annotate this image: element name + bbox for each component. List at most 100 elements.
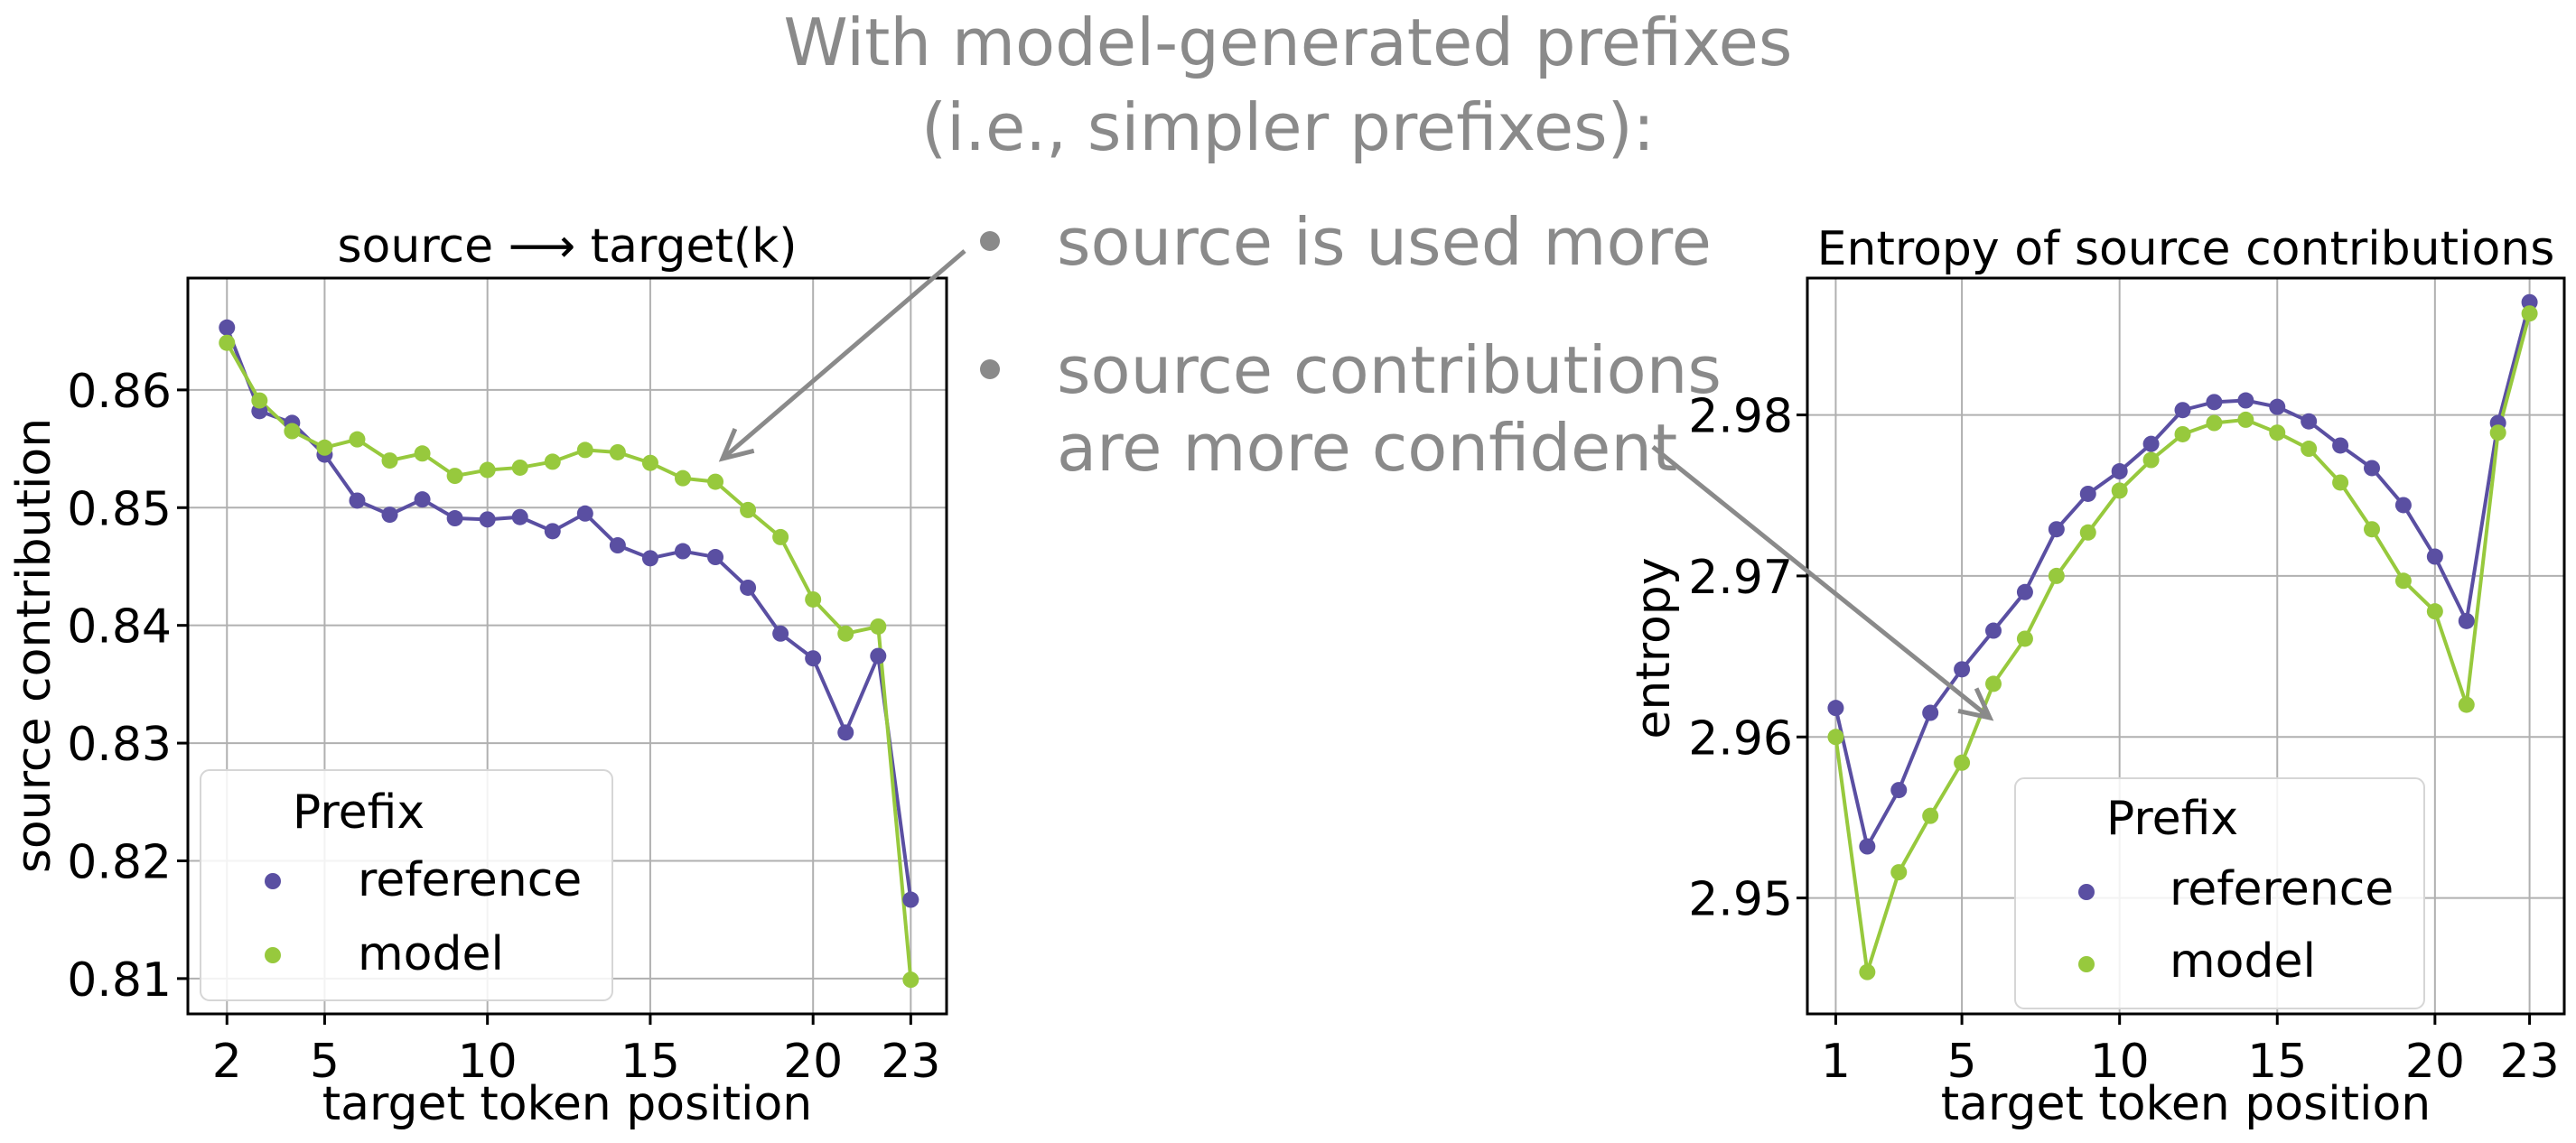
y-tick-label: 2.95: [1688, 873, 1793, 927]
data-point-reference: [219, 319, 236, 336]
data-point-model: [2174, 425, 2191, 442]
data-point-model: [2269, 424, 2286, 441]
data-point-model: [349, 431, 366, 448]
x-tick-label: 15: [621, 1035, 680, 1089]
data-point-reference: [2394, 497, 2412, 514]
data-point-reference: [805, 650, 822, 667]
data-point-model: [2301, 441, 2318, 458]
data-point-reference: [772, 625, 789, 642]
data-point-reference: [2048, 521, 2065, 538]
x-tick-label: 20: [783, 1035, 843, 1089]
y-axis-label: entropy: [1627, 557, 1681, 739]
data-point-model: [2364, 521, 2381, 538]
data-point-model: [2079, 524, 2096, 541]
data-point-model: [2206, 414, 2223, 432]
annotation-arrows: [718, 249, 1994, 721]
legend-marker-reference: [2078, 884, 2095, 900]
data-point-reference: [576, 505, 593, 522]
data-point-reference: [1859, 838, 1876, 855]
data-point-model: [479, 461, 496, 479]
x-tick-label: 15: [2247, 1035, 2307, 1089]
heading-line-2: (i.e., simpler prefixes):: [920, 89, 1655, 165]
x-axis-label: target token position: [322, 1077, 813, 1131]
data-point-reference: [609, 537, 626, 554]
x-tick-label: 23: [2500, 1035, 2560, 1089]
y-tick-label: 2.97: [1688, 551, 1793, 605]
data-point-reference: [1827, 700, 1844, 717]
data-point-reference: [2174, 402, 2191, 419]
data-point-reference: [837, 724, 854, 741]
data-point-model: [2111, 482, 2128, 499]
data-point-reference: [674, 543, 691, 560]
y-tick-label: 2.98: [1688, 390, 1793, 444]
data-point-reference: [349, 492, 366, 509]
data-point-model: [251, 392, 268, 409]
data-point-model: [2237, 411, 2254, 428]
data-point-model: [284, 423, 301, 440]
data-point-reference: [2426, 548, 2443, 565]
chart-source-contribution: 2 5 10 15 20 230.810.820.830.840.850.86source…: [7, 219, 948, 1131]
data-point-model: [1859, 963, 1876, 980]
data-point-model: [902, 971, 919, 989]
y-tick-label: 0.83: [67, 718, 172, 772]
arrow-to-source-chart: [718, 249, 966, 462]
data-point-model: [870, 618, 887, 635]
data-point-model: [2426, 603, 2443, 620]
x-tick-label: 10: [2090, 1035, 2150, 1089]
legend: Prefix reference model: [200, 769, 613, 1001]
x-tick-label: 23: [881, 1035, 940, 1089]
data-point-model: [446, 468, 463, 485]
data-point-model: [2394, 572, 2412, 590]
data-point-model: [316, 439, 333, 456]
series-line-reference: [225, 327, 913, 900]
data-point-reference: [2301, 413, 2318, 430]
data-point-model: [2458, 696, 2475, 713]
legend-title: Prefix: [293, 785, 425, 840]
data-point-model: [837, 625, 854, 642]
data-point-model: [2016, 630, 2033, 647]
x-tick-label: 5: [310, 1035, 340, 1089]
data-point-reference: [740, 579, 757, 596]
series-line-reference: [1834, 302, 2532, 852]
y-tick-label: 0.81: [67, 953, 172, 1008]
data-point-model: [1827, 729, 1844, 746]
data-point-model: [772, 528, 789, 545]
data-point-reference: [707, 549, 724, 566]
data-point-model: [707, 473, 724, 490]
legend-label-reference: reference: [358, 853, 582, 907]
x-tick-label: 10: [458, 1035, 518, 1089]
bullet-text: source is used more: [1057, 204, 1712, 280]
legend-label-reference: reference: [2170, 862, 2394, 916]
x-tick-label: 5: [1947, 1035, 1977, 1089]
bullet-item-source-used: source is used more: [980, 203, 1722, 281]
chart-title: Entropy of source contributions: [1817, 222, 2555, 276]
data-point-reference: [2237, 392, 2254, 409]
data-point-model: [2142, 451, 2160, 469]
y-tick-label: 0.85: [67, 482, 172, 536]
heading-line-1: With model-generated prefixes: [783, 5, 1793, 80]
legend-box: [2014, 777, 2425, 1009]
data-point-reference: [479, 511, 496, 528]
data-point-reference: [2142, 435, 2160, 452]
data-point-model: [511, 459, 528, 476]
bullet-line: are more confident: [1057, 410, 1678, 486]
plot-frame: [1806, 276, 2566, 1016]
data-point-model: [674, 469, 691, 487]
data-point-model: [2489, 424, 2506, 441]
data-point-reference: [381, 506, 398, 524]
chart-title: source ⟶ target(k): [337, 219, 797, 274]
legend-marker-model: [265, 947, 281, 963]
y-axis-label: source contribution: [7, 418, 61, 873]
legend-marker-model: [2078, 956, 2095, 972]
data-point-model: [2048, 567, 2065, 584]
data-point-reference: [2206, 394, 2223, 411]
data-point-model: [414, 445, 431, 462]
data-point-model: [2332, 474, 2349, 491]
data-point-reference: [544, 523, 561, 540]
legend-box: [200, 769, 613, 1001]
data-point-model: [1954, 754, 1971, 771]
arrow-to-entropy-chart: [1651, 445, 1994, 721]
legend-title: Prefix: [2106, 792, 2238, 846]
y-tick-label: 2.96: [1688, 711, 1793, 766]
